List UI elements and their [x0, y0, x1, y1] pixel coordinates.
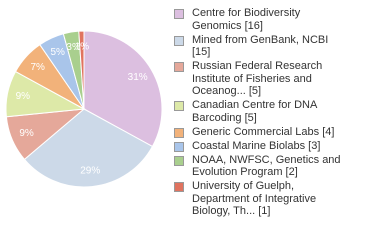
slice-label: 7%	[30, 62, 45, 73]
slice-label: 3%	[66, 42, 81, 53]
legend-item: Canadian Centre for DNA Barcoding [5]	[174, 99, 374, 124]
slice-label: 9%	[19, 128, 34, 139]
legend-label: Canadian Centre for DNA Barcoding [5]	[192, 99, 317, 124]
chart: 31% 29% 9% 9% 7% 5% 3%1%	[5, 30, 163, 188]
legend-swatch	[174, 182, 184, 192]
legend-item: Coastal Marine Biolabs [3]	[174, 140, 374, 153]
slice-label: 29%	[80, 166, 100, 177]
slice-label: 5%	[51, 47, 66, 58]
legend-swatch	[174, 127, 184, 138]
legend-label: Centre for Biodiversity Genomics [16]	[192, 7, 301, 32]
legend-item: University of Guelph, Department of Inte…	[174, 180, 374, 218]
pie-slice	[83, 30, 163, 148]
legend-swatch	[174, 101, 184, 111]
pie-slice	[78, 30, 85, 110]
pie-slice	[23, 108, 154, 188]
legend: Centre for Biodiversity Genomics [16] Min…	[174, 7, 374, 219]
legend-swatch	[174, 9, 184, 19]
legend-label: Russian Federal Research Institute of Fi…	[192, 60, 323, 97]
slice-label: 9%	[16, 91, 31, 102]
legend-swatch	[174, 62, 184, 72]
legend-label: Generic Commercial Labs [4]	[192, 125, 335, 138]
legend-item: Mined from GenBank, NCBI [15]	[174, 34, 374, 59]
legend-swatch	[174, 35, 184, 46]
legend-label: University of Guelph, Department of Inte…	[192, 180, 317, 217]
legend-item: NOAA, NWFSC, Genetics and Evolution Prog…	[174, 154, 374, 179]
legend-item: Centre for Biodiversity Genomics [16]	[174, 7, 374, 32]
legend-label: Mined from GenBank, NCBI [15]	[192, 33, 329, 59]
legend-item: Generic Commercial Labs [4]	[174, 126, 374, 139]
legend-label: Coastal Marine Biolabs [3]	[192, 139, 321, 152]
slice-label: 31%	[128, 72, 148, 83]
legend-item: Russian Federal Research Institute of Fi…	[174, 60, 374, 98]
slice-label: 1%	[75, 41, 90, 52]
legend-label: NOAA, NWFSC, Genetics and Evolution Prog…	[192, 153, 341, 179]
legend-swatch	[174, 141, 184, 152]
legend-swatch	[174, 155, 184, 166]
